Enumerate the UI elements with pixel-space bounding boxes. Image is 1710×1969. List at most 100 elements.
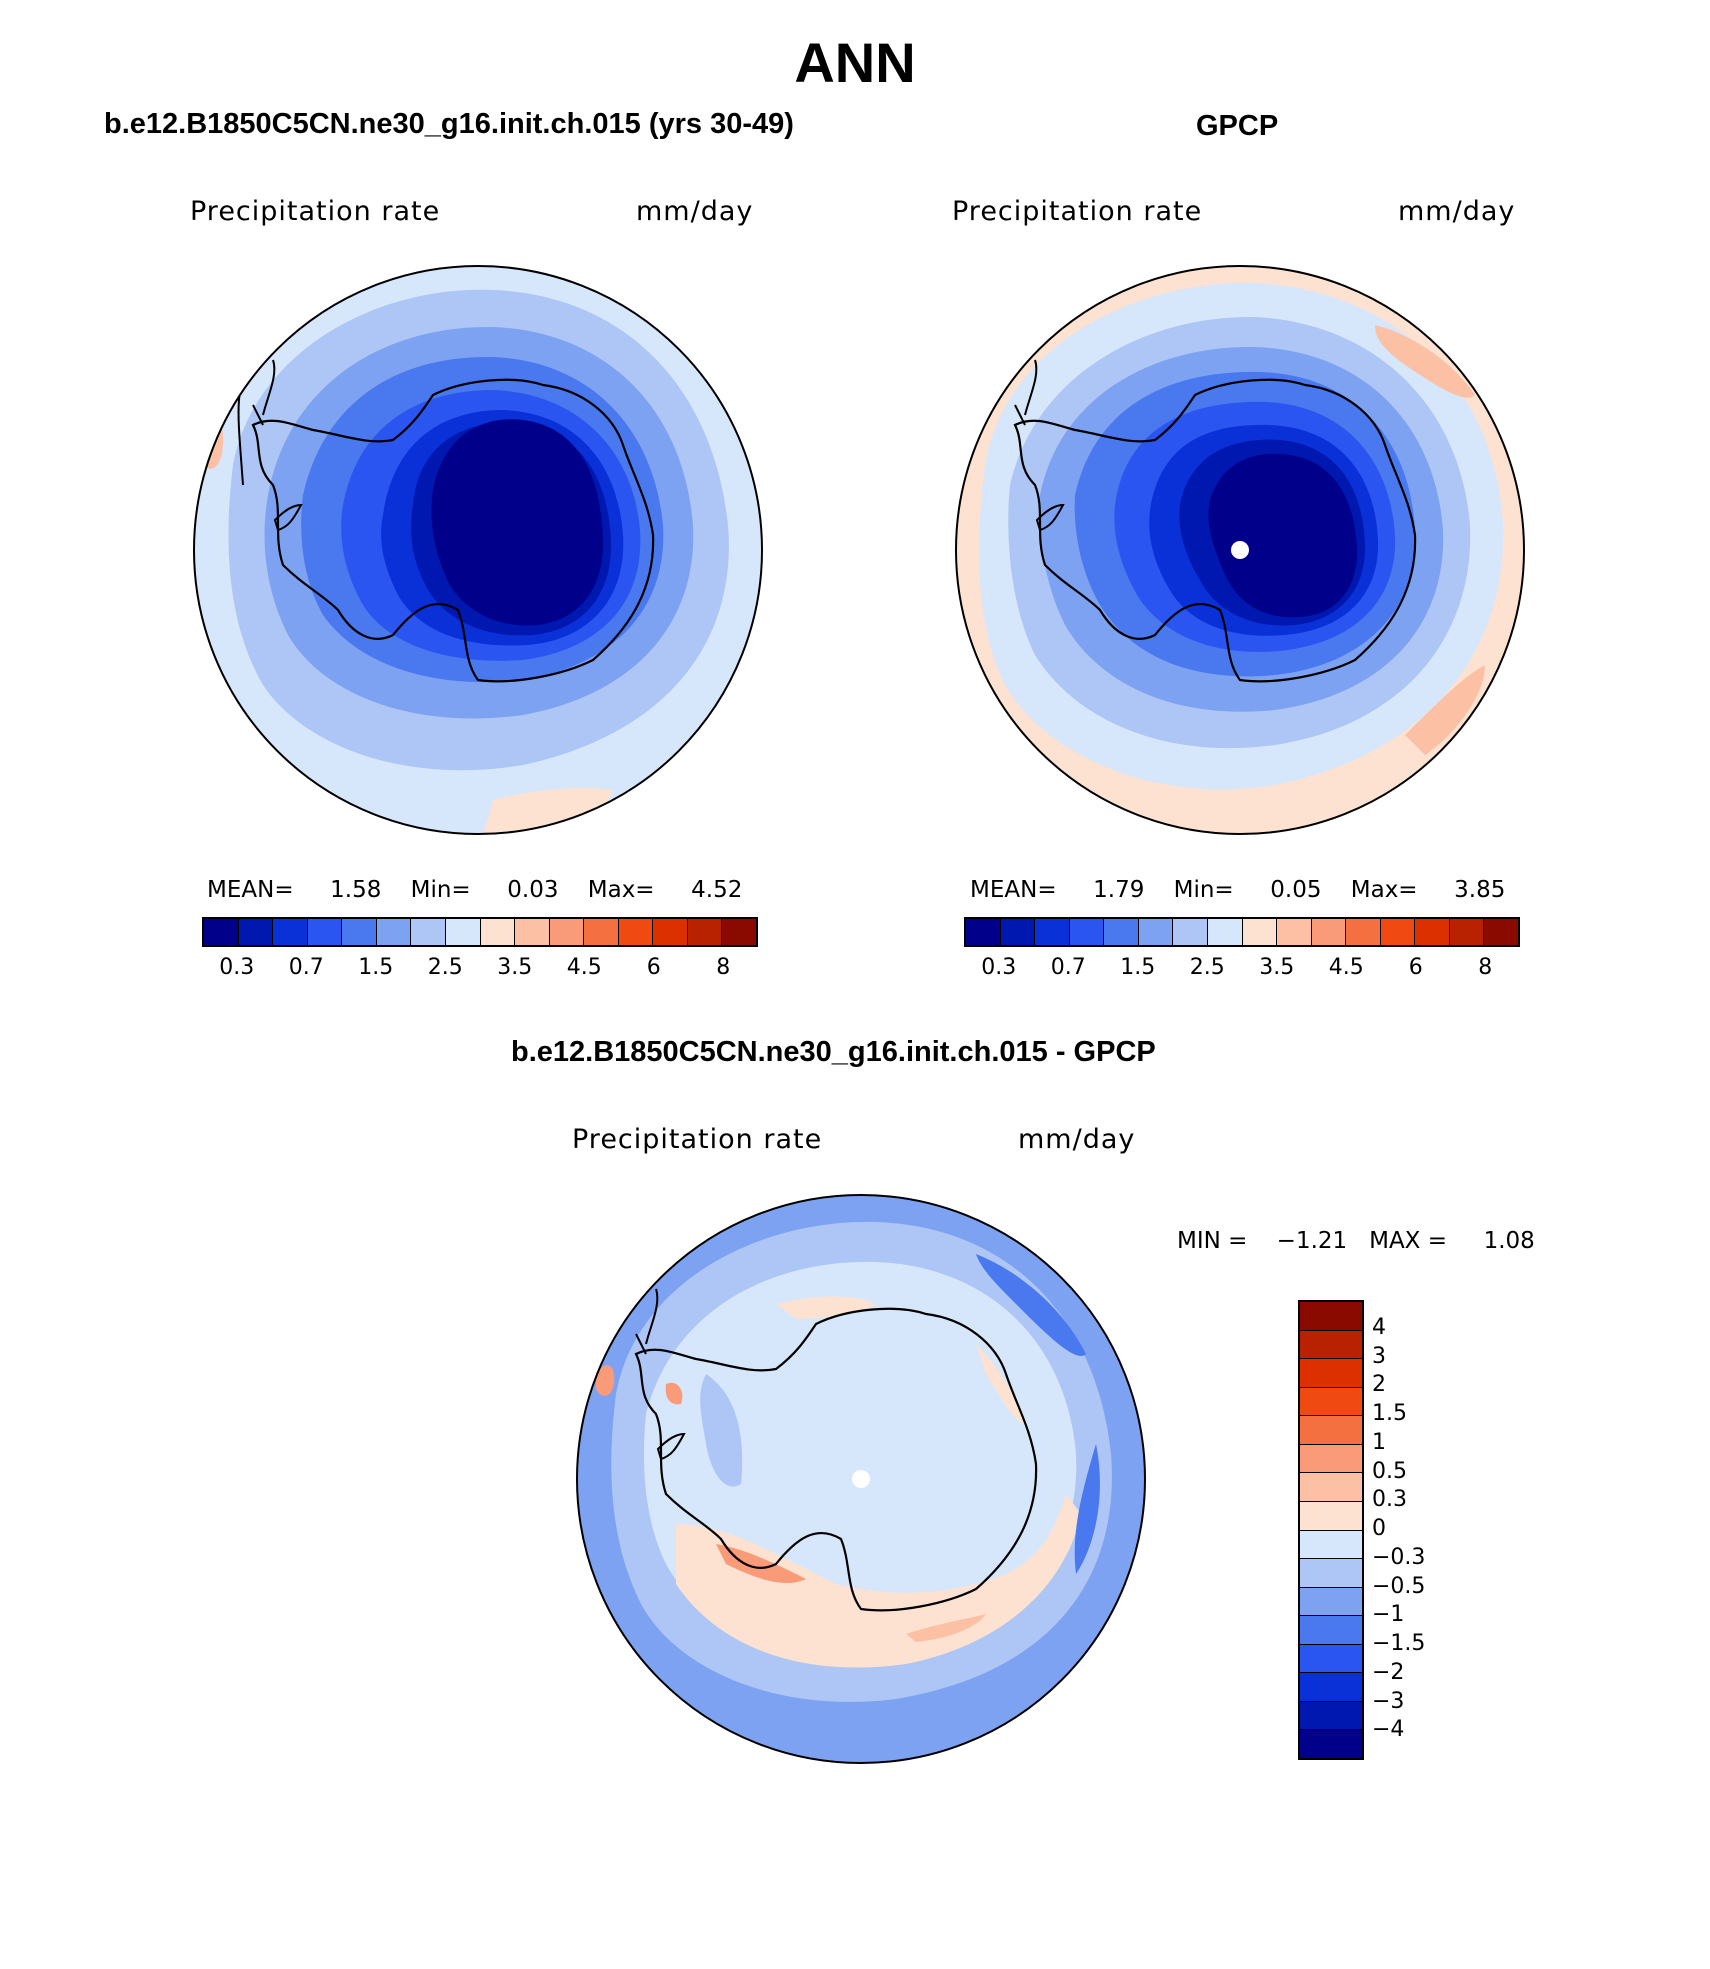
- colorbar-tick-label: 1.5: [358, 955, 394, 980]
- colorbar-swatch: [411, 919, 446, 945]
- panel-2-colorbar-ticks: 0.3 0.7 1.5 2.5 3.5 4.5 6 8: [964, 955, 1520, 985]
- diff-panel-units: mm/day: [1018, 1124, 1136, 1155]
- diff-minmax: MIN = −1.21 MAX = 1.08: [1177, 1228, 1535, 1254]
- diff-max-value: 1.08: [1483, 1228, 1535, 1254]
- diff-panel-variable: Precipitation rate: [572, 1124, 823, 1155]
- panel-2-min-label: Min=: [1173, 877, 1234, 903]
- colorbar-swatch: [480, 919, 516, 945]
- panel-1-stats: MEAN= 1.58 Min= 0.03 Max= 4.52: [207, 877, 742, 903]
- panel-2-max-label: Max=: [1350, 877, 1418, 903]
- colorbar-swatch: [584, 919, 619, 945]
- diff-colorbar-tick-label: −0.5: [1372, 1573, 1426, 1599]
- diff-colorbar-tick-label: −2: [1372, 1659, 1405, 1685]
- colorbar-tick-label: 0.7: [288, 955, 324, 980]
- diff-max-label: MAX =: [1369, 1228, 1448, 1254]
- colorbar-swatch: [515, 919, 550, 945]
- diff-colorbar-tick-label: −1: [1372, 1602, 1405, 1628]
- colorbar-tick-label: 8: [1478, 955, 1493, 980]
- diff-colorbar-tick-label: 0.5: [1372, 1458, 1407, 1484]
- diff-colorbar-swatch: [1300, 1701, 1362, 1731]
- panel-1-title: b.e12.B1850C5CN.ne30_g16.init.ch.015 (yr…: [104, 108, 794, 140]
- colorbar-swatch: [1277, 919, 1312, 945]
- panel-2-title: GPCP: [1196, 110, 1279, 142]
- panel-2-colorbar: [964, 917, 1520, 947]
- colorbar-swatch: [1242, 919, 1278, 945]
- panel-1-mean-label: MEAN=: [207, 877, 294, 903]
- colorbar-swatch: [966, 919, 1001, 945]
- colorbar-swatch: [1173, 919, 1208, 945]
- colorbar-swatch: [342, 919, 377, 945]
- panel-1-max-label: Max=: [587, 877, 655, 903]
- diff-colorbar-swatch: [1300, 1359, 1362, 1388]
- diff-colorbar-tick-label: 0: [1372, 1516, 1386, 1541]
- diff-colorbar-swatch: [1300, 1559, 1362, 1588]
- colorbar-swatch: [1415, 919, 1450, 945]
- colorbar-swatch: [1311, 919, 1347, 945]
- panel-1-min-value: 0.03: [507, 877, 559, 903]
- colorbar-swatch: [273, 919, 308, 945]
- figure-title: ANN: [794, 31, 916, 94]
- panel-2-mean-label: MEAN=: [970, 877, 1057, 903]
- diff-colorbar-tick-label: −3: [1372, 1688, 1405, 1714]
- diff-colorbar-swatch: [1300, 1444, 1362, 1474]
- diff-colorbar-tick-label: 4: [1372, 1314, 1386, 1340]
- colorbar-swatch: [1346, 919, 1381, 945]
- diff-min-value: −1.21: [1276, 1228, 1348, 1254]
- diff-colorbar-swatch: [1300, 1330, 1362, 1360]
- colorbar-tick-label: 8: [716, 955, 731, 980]
- colorbar-tick-label: 4.5: [1328, 955, 1364, 980]
- diff-colorbar-tick-label: 1.5: [1372, 1401, 1407, 1426]
- diff-colorbar-tick-label: 0.3: [1372, 1487, 1407, 1513]
- colorbar-swatch: [1000, 919, 1036, 945]
- panel-2-stats: MEAN= 1.79 Min= 0.05 Max= 3.85: [970, 877, 1505, 903]
- panel-1-max-value: 4.52: [691, 877, 743, 903]
- colorbar-swatch: [687, 919, 723, 945]
- panel-1-colorbar: [202, 917, 758, 947]
- diff-colorbar-swatch: [1300, 1673, 1362, 1702]
- diff-colorbar-tick-label: −1.5: [1372, 1631, 1426, 1656]
- panel-1-map: [193, 265, 763, 835]
- colorbar-swatch: [1104, 919, 1139, 945]
- colorbar-swatch: [1380, 919, 1416, 945]
- colorbar-tick-label: 0.3: [981, 955, 1017, 980]
- diff-colorbar-tick-label: −0.3: [1372, 1544, 1426, 1570]
- colorbar-swatch: [1207, 919, 1243, 945]
- panel-1-variable: Precipitation rate: [190, 196, 441, 227]
- diff-colorbar-swatch: [1300, 1302, 1362, 1331]
- colorbar-tick-label: 2.5: [1189, 955, 1225, 980]
- colorbar-swatch: [1449, 919, 1485, 945]
- colorbar-tick-label: 1.5: [1120, 955, 1156, 980]
- colorbar-swatch: [549, 919, 585, 945]
- diff-colorbar: [1298, 1300, 1364, 1760]
- panel-2-units: mm/day: [1398, 196, 1516, 227]
- colorbar-swatch: [1484, 919, 1518, 945]
- panel-2-map: [955, 265, 1525, 835]
- colorbar-swatch: [376, 919, 412, 945]
- colorbar-swatch: [445, 919, 481, 945]
- colorbar-swatch: [618, 919, 654, 945]
- colorbar-swatch: [653, 919, 688, 945]
- colorbar-tick-label: 2.5: [427, 955, 463, 980]
- colorbar-swatch: [722, 919, 756, 945]
- colorbar-swatch: [1138, 919, 1174, 945]
- colorbar-tick-label: 6: [646, 955, 661, 980]
- panel-1-units: mm/day: [636, 196, 754, 227]
- diff-colorbar-swatch: [1300, 1587, 1362, 1617]
- diff-panel-map: [576, 1194, 1146, 1764]
- colorbar-swatch: [204, 919, 239, 945]
- diff-colorbar-swatch: [1300, 1730, 1362, 1758]
- diff-colorbar-tick-label: 3: [1372, 1343, 1386, 1369]
- colorbar-swatch: [238, 919, 274, 945]
- diff-colorbar-tick-label: 1: [1372, 1429, 1386, 1455]
- diff-colorbar-ticks: 4 3 2 1.5 1 0.5 0.3 0 −0.3 −0.5 −1 −1.5 −2 −3 −4: [1372, 1300, 1472, 1760]
- diff-colorbar-swatch: [1300, 1416, 1362, 1445]
- panel-1-mean-value: 1.58: [330, 877, 382, 903]
- diff-colorbar-swatch: [1300, 1644, 1362, 1674]
- colorbar-swatch: [1069, 919, 1105, 945]
- panel-1-min-label: Min=: [410, 877, 471, 903]
- colorbar-tick-label: 6: [1408, 955, 1423, 980]
- colorbar-tick-label: 0.7: [1050, 955, 1086, 980]
- diff-colorbar-tick-label: −4: [1372, 1717, 1405, 1743]
- colorbar-tick-label: 3.5: [1259, 955, 1295, 980]
- colorbar-swatch: [1035, 919, 1070, 945]
